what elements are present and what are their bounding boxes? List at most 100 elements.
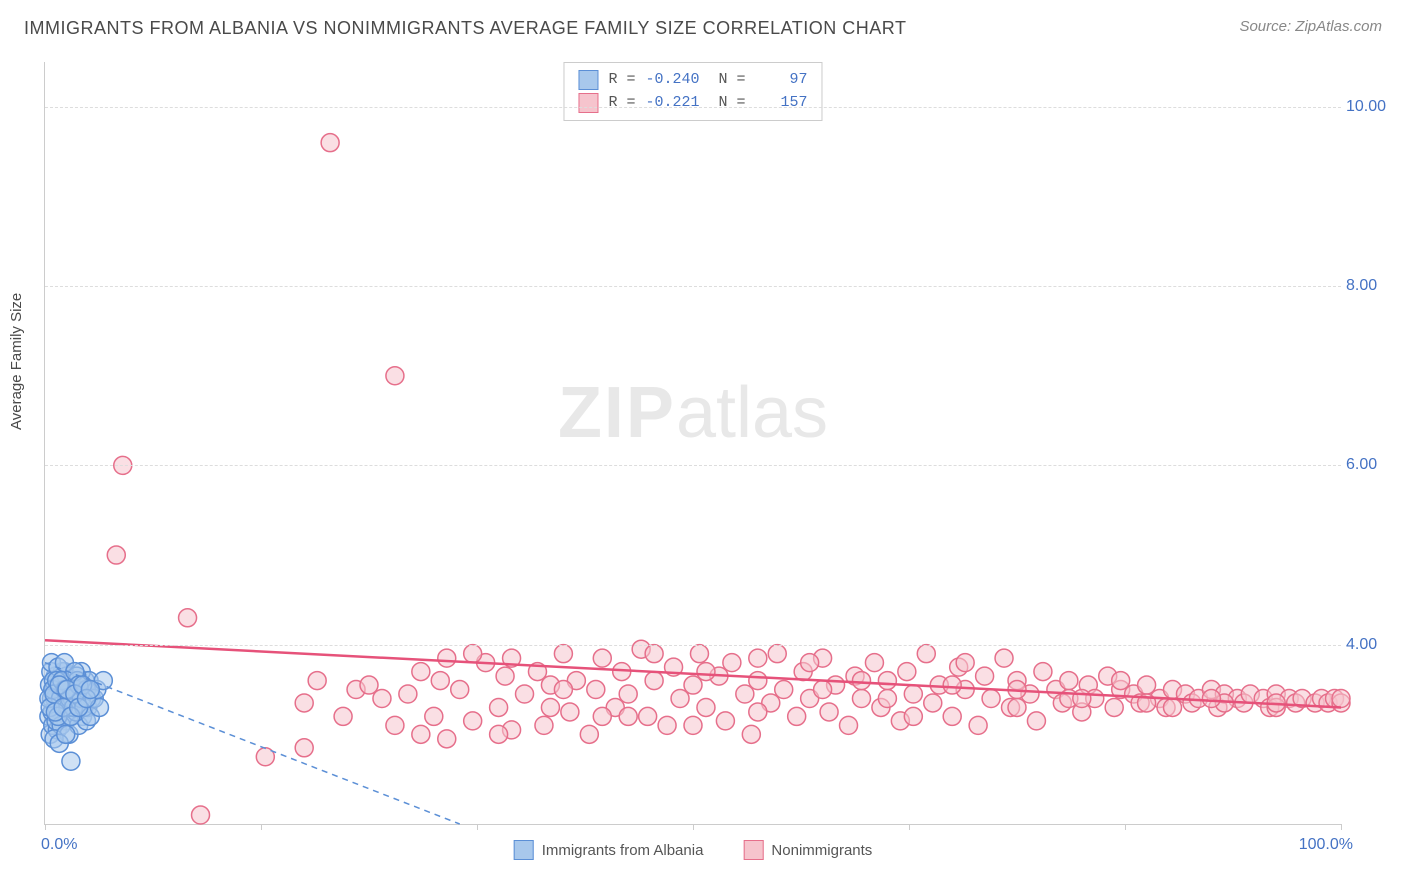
grid-line xyxy=(45,645,1341,646)
x-tick-mark xyxy=(1341,824,1342,830)
data-point xyxy=(1008,698,1026,716)
grid-line xyxy=(45,286,1341,287)
data-point xyxy=(775,681,793,699)
data-point xyxy=(716,712,734,730)
data-point xyxy=(768,645,786,663)
data-point xyxy=(496,667,514,685)
data-point xyxy=(535,716,553,734)
data-point xyxy=(1060,672,1078,690)
data-point xyxy=(645,672,663,690)
data-point xyxy=(431,672,449,690)
data-point xyxy=(898,663,916,681)
data-point xyxy=(516,685,534,703)
x-tick-mark xyxy=(261,824,262,830)
data-point xyxy=(438,730,456,748)
data-point xyxy=(308,672,326,690)
data-point xyxy=(619,707,637,725)
data-point xyxy=(1332,689,1350,707)
data-point xyxy=(1034,663,1052,681)
data-point xyxy=(840,716,858,734)
data-point xyxy=(412,663,430,681)
legend-item-series2: Nonimmigrants xyxy=(743,840,872,860)
chart-area: ZIPatlas R =-0.240 N =97 R =-0.221 N =15… xyxy=(44,62,1341,825)
data-point xyxy=(969,716,987,734)
data-point xyxy=(1027,712,1045,730)
data-point xyxy=(412,725,430,743)
data-point xyxy=(321,134,339,152)
legend-label-series2: Nonimmigrants xyxy=(771,842,872,859)
data-point xyxy=(697,663,715,681)
data-point xyxy=(1105,698,1123,716)
data-point xyxy=(490,725,508,743)
data-point xyxy=(1138,676,1156,694)
data-point xyxy=(425,707,443,725)
data-point xyxy=(904,685,922,703)
data-point xyxy=(386,716,404,734)
data-point xyxy=(561,703,579,721)
data-point xyxy=(742,725,760,743)
data-point xyxy=(1073,689,1091,707)
y-tick-label: 10.00 xyxy=(1346,98,1401,116)
data-point xyxy=(399,685,417,703)
x-tick-mark xyxy=(45,824,46,830)
data-point xyxy=(736,685,754,703)
data-point xyxy=(852,689,870,707)
data-point xyxy=(1202,689,1220,707)
data-point xyxy=(814,681,832,699)
data-point xyxy=(373,689,391,707)
data-point xyxy=(697,698,715,716)
data-point xyxy=(904,707,922,725)
data-point xyxy=(464,645,482,663)
data-point xyxy=(580,725,598,743)
y-tick-label: 6.00 xyxy=(1346,456,1401,474)
data-point xyxy=(723,654,741,672)
data-point xyxy=(490,698,508,716)
data-point xyxy=(684,676,702,694)
x-axis-min-label: 0.0% xyxy=(41,836,77,854)
legend-item-series1: Immigrants from Albania xyxy=(514,840,704,860)
data-point xyxy=(639,707,657,725)
data-point xyxy=(295,739,313,757)
data-point xyxy=(360,676,378,694)
data-point xyxy=(192,806,210,824)
data-point xyxy=(619,685,637,703)
grid-line xyxy=(45,465,1341,466)
data-point xyxy=(690,645,708,663)
data-point xyxy=(554,681,572,699)
data-point xyxy=(671,689,689,707)
trend-line xyxy=(45,663,460,824)
swatch-series1-icon xyxy=(514,840,534,860)
data-point xyxy=(438,649,456,667)
data-point xyxy=(943,676,961,694)
x-tick-mark xyxy=(1125,824,1126,830)
data-point xyxy=(1164,698,1182,716)
grid-line xyxy=(45,107,1341,108)
data-point xyxy=(541,698,559,716)
data-point xyxy=(1112,672,1130,690)
data-point xyxy=(295,694,313,712)
data-point xyxy=(976,667,994,685)
data-point xyxy=(587,681,605,699)
data-point xyxy=(878,672,896,690)
data-point xyxy=(956,654,974,672)
y-tick-label: 8.00 xyxy=(1346,277,1401,295)
data-point xyxy=(878,689,896,707)
x-axis-max-label: 100.0% xyxy=(1299,836,1353,854)
y-axis-label: Average Family Size xyxy=(8,293,25,430)
data-point xyxy=(749,649,767,667)
data-point xyxy=(924,694,942,712)
data-point xyxy=(820,703,838,721)
data-point xyxy=(386,367,404,385)
series-legend: Immigrants from Albania Nonimmigrants xyxy=(514,840,873,860)
data-point xyxy=(658,716,676,734)
chart-title: IMMIGRANTS FROM ALBANIA VS NONIMMIGRANTS… xyxy=(24,18,906,39)
source-attribution: Source: ZipAtlas.com xyxy=(1239,18,1382,35)
data-point xyxy=(801,654,819,672)
data-point xyxy=(107,546,125,564)
data-point xyxy=(464,712,482,730)
data-point xyxy=(334,707,352,725)
x-tick-mark xyxy=(909,824,910,830)
legend-label-series1: Immigrants from Albania xyxy=(542,842,704,859)
data-point xyxy=(684,716,702,734)
data-point xyxy=(865,654,883,672)
